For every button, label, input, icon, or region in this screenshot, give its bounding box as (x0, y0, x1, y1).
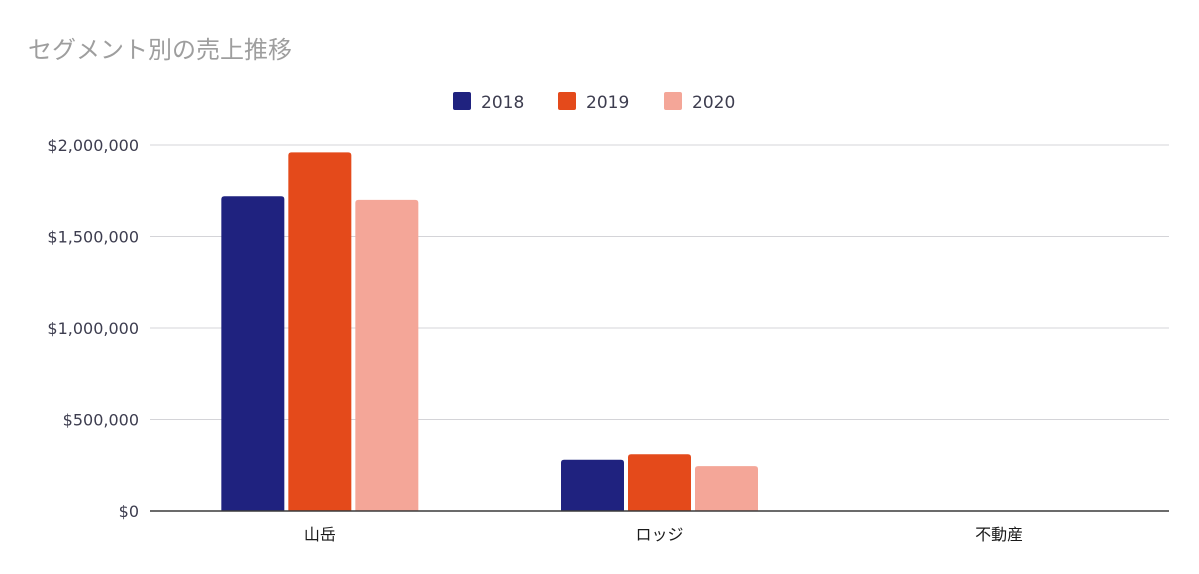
bar-2019-1[interactable] (628, 454, 691, 511)
bars (150, 152, 1169, 512)
legend-swatch (664, 92, 682, 110)
y-tick-label: $1,500,000 (47, 228, 139, 247)
legend-label: 2019 (586, 93, 629, 113)
bar-2018-0[interactable] (221, 196, 285, 512)
x-tick-label: 不動産 (975, 525, 1023, 544)
x-axis-ticks: 山岳 ロッジ 不動産 (304, 525, 1023, 544)
legend[interactable]: 2018 2019 2020 (453, 92, 735, 113)
chart-title: セグメント別の売上推移 (28, 36, 292, 64)
bar-2018-1[interactable] (561, 459, 624, 511)
y-tick-label: $1,000,000 (47, 319, 139, 338)
y-tick-label: $2,000,000 (47, 136, 139, 155)
legend-swatch (558, 92, 576, 110)
legend-item-2019[interactable]: 2019 (558, 92, 629, 113)
legend-swatch (453, 92, 471, 110)
bar-2020-0[interactable] (355, 199, 419, 511)
bar-2020-1[interactable] (695, 466, 758, 511)
legend-label: 2018 (481, 93, 524, 113)
x-tick-label: 山岳 (304, 525, 336, 544)
legend-label: 2020 (692, 93, 735, 113)
x-tick-label: ロッジ (635, 525, 683, 544)
y-tick-label: $0 (119, 502, 139, 521)
legend-item-2020[interactable]: 2020 (664, 92, 735, 113)
legend-item-2018[interactable]: 2018 (453, 92, 524, 113)
bar-2019-0[interactable] (288, 152, 352, 511)
y-axis-ticks: $0 $500,000 $1,000,000 $1,500,000 $2,000,000 (47, 136, 139, 521)
y-tick-label: $500,000 (63, 411, 139, 430)
